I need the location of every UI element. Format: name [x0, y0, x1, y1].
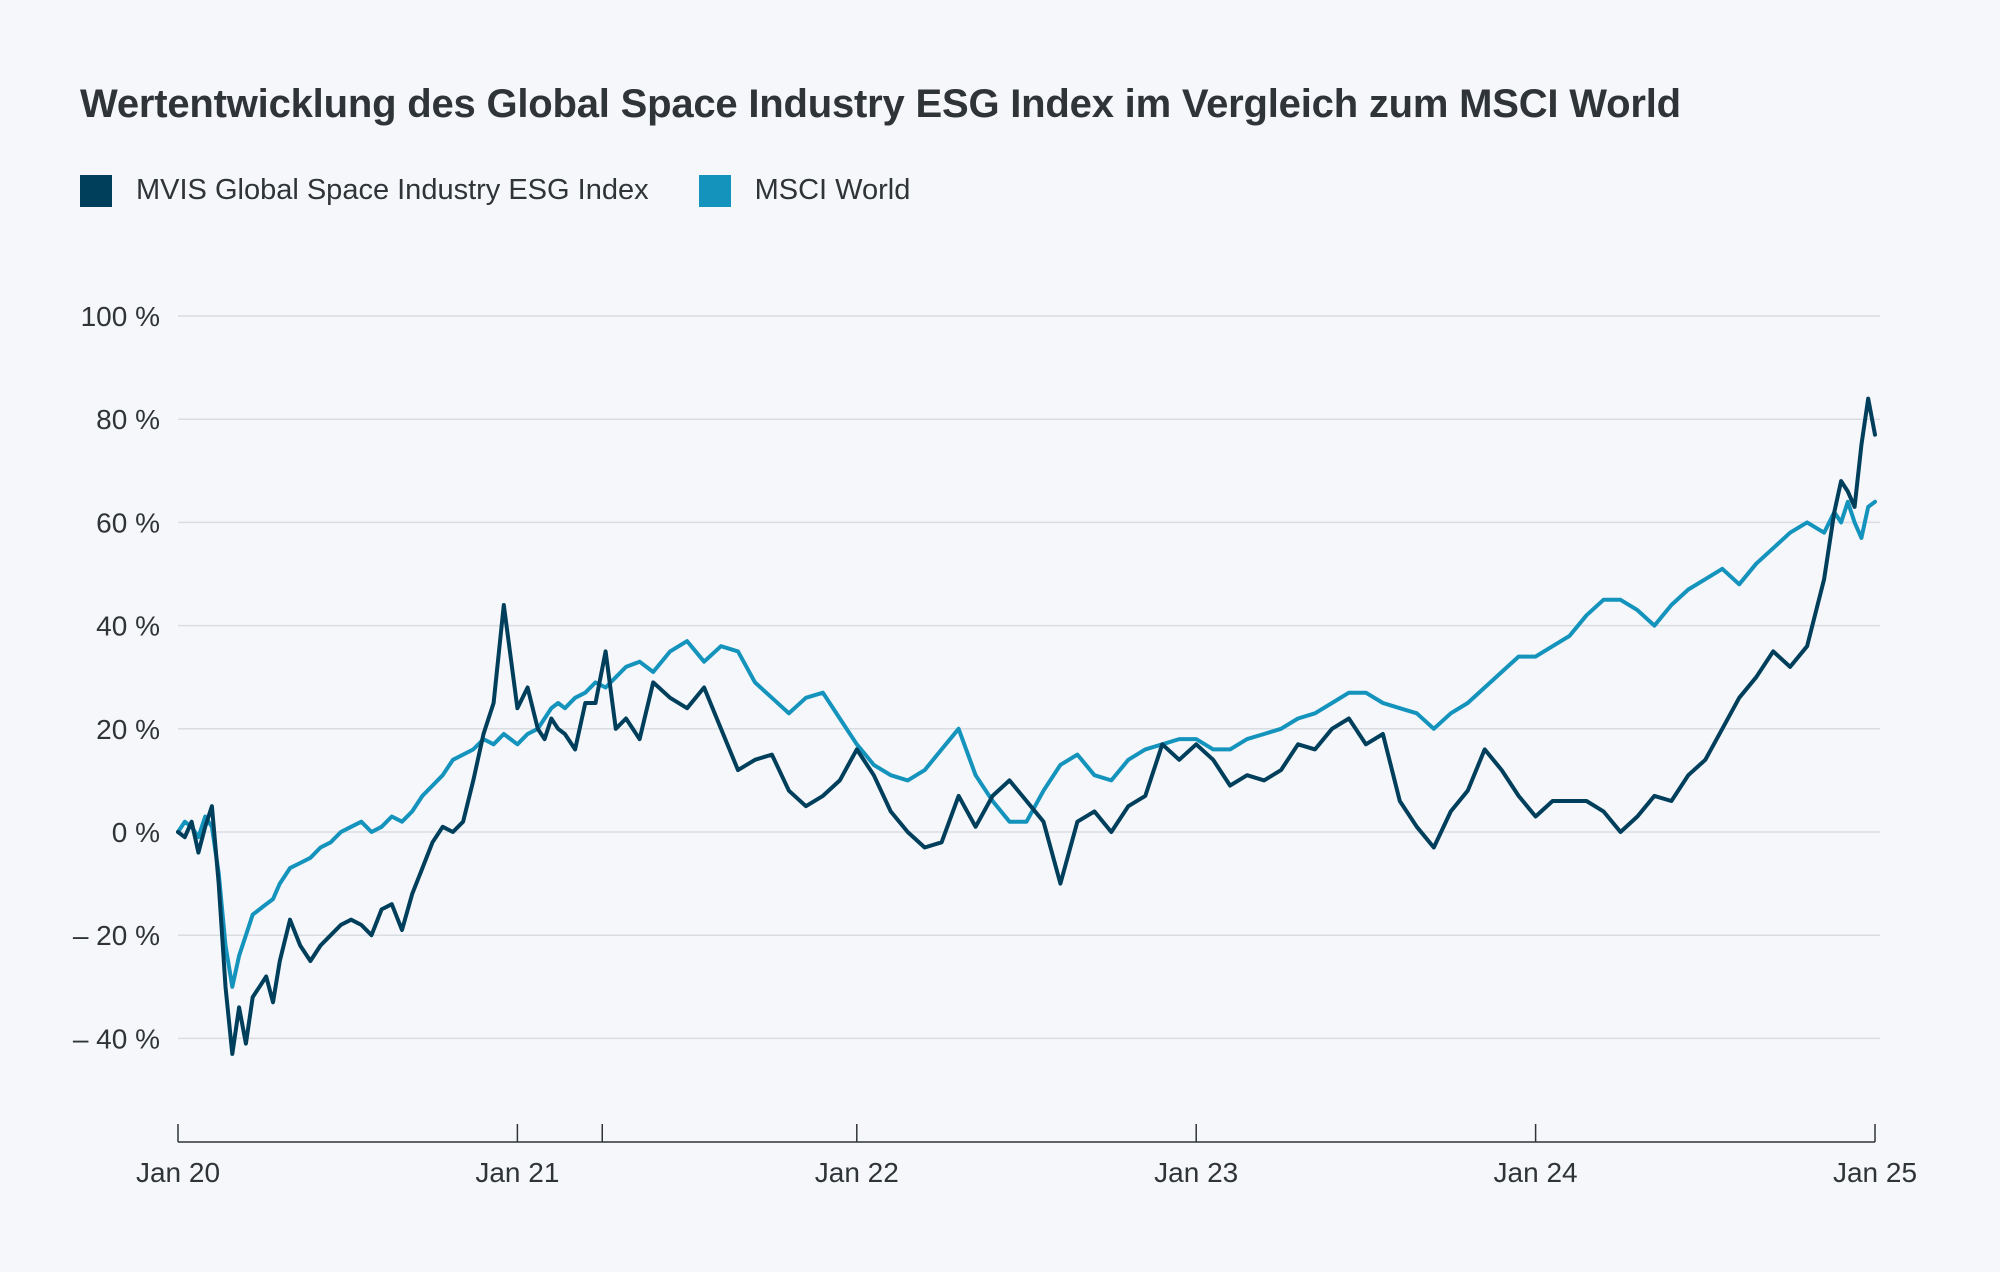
- chart-title: Wertentwicklung des Global Space Industr…: [80, 82, 1681, 126]
- series-line-mvis[interactable]: [176, 396, 1877, 1056]
- x-tick-label: Jan 23: [1154, 1157, 1238, 1188]
- x-tick-label: Jan 21: [475, 1157, 559, 1188]
- x-axis: Jan 20 Jan 21 Jan 22 Jan 23 Jan 24 Jan 25: [136, 1124, 1917, 1188]
- y-tick-label: 100 %: [81, 301, 160, 332]
- y-tick-label: 80 %: [96, 404, 160, 435]
- legend-item-msci[interactable]: MSCI World: [698, 174, 911, 207]
- series-lines: [176, 396, 1877, 1056]
- legend-swatch-mvis: [80, 174, 112, 207]
- legend-swatch-msci: [698, 174, 731, 207]
- legend-item-mvis[interactable]: MVIS Global Space Industry ESG Index: [80, 174, 649, 207]
- x-tick-label: Jan 24: [1494, 1157, 1578, 1188]
- x-tick-label: Jan 20: [136, 1157, 220, 1188]
- series-line-msci[interactable]: [176, 499, 1877, 989]
- legend-label-msci: MSCI World: [754, 174, 911, 206]
- y-tick-label: 60 %: [96, 507, 160, 538]
- y-tick-label: 40 %: [96, 611, 160, 642]
- gridlines: [178, 315, 1880, 1040]
- legend-label-mvis: MVIS Global Space Industry ESG Index: [136, 174, 649, 206]
- y-tick-label: 0 %: [112, 817, 160, 848]
- x-tick-label: Jan 22: [815, 1157, 899, 1188]
- y-axis: 100 % 80 % 60 % 40 % 20 % 0 % – 20 % – 40 %: [73, 301, 160, 1054]
- x-tick-label: Jan 25: [1833, 1157, 1917, 1188]
- y-tick-label: – 40 %: [73, 1023, 160, 1054]
- legend: MVIS Global Space Industry ESG Index MSC…: [80, 174, 960, 207]
- y-tick-label: – 20 %: [73, 920, 160, 951]
- y-tick-label: 20 %: [96, 714, 160, 745]
